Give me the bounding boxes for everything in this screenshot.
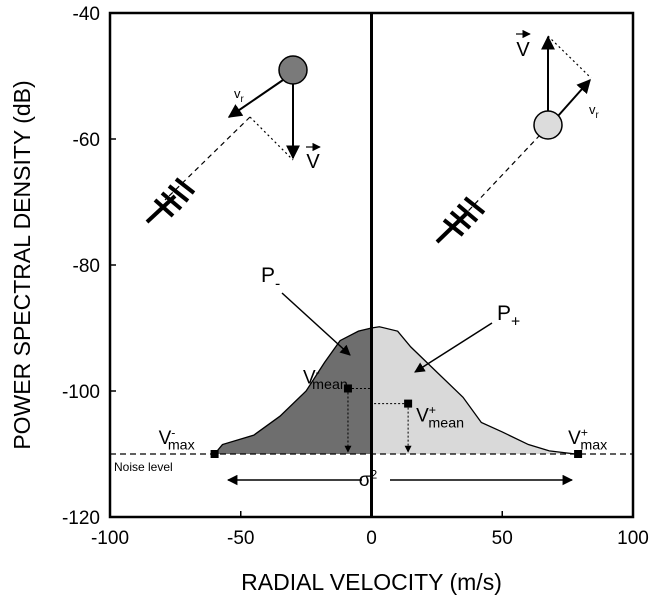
beam bbox=[164, 116, 251, 201]
y-tick-label: -120 bbox=[62, 508, 100, 529]
point-label-sub: max bbox=[580, 438, 607, 454]
point-label-sub: max bbox=[168, 438, 195, 454]
point-label: V+ max bbox=[568, 425, 607, 453]
y-tick-label: -40 bbox=[73, 4, 100, 25]
velocity-label: V bbox=[516, 39, 530, 61]
point-label-sup: - bbox=[171, 425, 175, 439]
beam bbox=[454, 134, 541, 226]
x-tick-label: -100 bbox=[91, 528, 129, 549]
x-axis-title: RADIAL VELOCITY (m/s) bbox=[241, 569, 502, 595]
spread-label-base: σ bbox=[359, 470, 371, 491]
point-label-base: V bbox=[303, 367, 316, 388]
point-label-sub: mean bbox=[428, 415, 464, 431]
point-marker bbox=[210, 450, 219, 458]
radial-arrow bbox=[227, 79, 284, 118]
antenna bbox=[435, 196, 486, 244]
y-tick-label: -80 bbox=[73, 256, 100, 277]
radial-label-base: v bbox=[589, 102, 596, 117]
y-tick-label: -60 bbox=[73, 130, 100, 151]
point-marker bbox=[404, 399, 413, 408]
plot-area bbox=[110, 13, 633, 517]
point-label: V-mean bbox=[303, 365, 348, 393]
point-label-sup: + bbox=[429, 403, 436, 417]
velocity-label: V bbox=[306, 151, 320, 173]
p-plus-arrow bbox=[414, 322, 493, 373]
projection bbox=[249, 116, 294, 161]
x-tick-label: -50 bbox=[227, 528, 254, 549]
p-minus-label: P- bbox=[261, 264, 280, 292]
radial-label-sub: r bbox=[596, 110, 600, 121]
point-label-sup: + bbox=[581, 425, 588, 439]
projection bbox=[547, 35, 592, 79]
point-marker bbox=[343, 384, 352, 393]
antenna bbox=[145, 177, 196, 224]
x-tick-label: 50 bbox=[492, 528, 513, 549]
radial-arrow bbox=[557, 78, 591, 117]
x-tick-label: 0 bbox=[366, 528, 377, 549]
point-label-sub: mean bbox=[312, 377, 348, 393]
y-tick-label: -100 bbox=[62, 382, 100, 403]
noise-label: Noise level bbox=[114, 460, 173, 474]
target bbox=[278, 55, 308, 85]
point-label: V-max bbox=[159, 425, 195, 453]
p-plus-label: P+ bbox=[497, 302, 520, 330]
point-label-sup: - bbox=[316, 365, 320, 379]
p-plus-label-sub: + bbox=[511, 313, 520, 330]
point-label-base: V bbox=[416, 406, 429, 427]
point-marker bbox=[574, 450, 583, 458]
positive-area bbox=[371, 326, 576, 454]
spectrum-line bbox=[214, 326, 576, 455]
radial-label-base: v bbox=[234, 86, 241, 101]
spread-label-sup: 2 bbox=[370, 467, 377, 481]
negative-area bbox=[214, 328, 372, 454]
radial-label: vr bbox=[234, 86, 245, 105]
target bbox=[533, 110, 563, 140]
p-minus-label-sub: - bbox=[275, 275, 280, 292]
point-label: V+ mean bbox=[416, 403, 464, 431]
p-plus-label-base: P bbox=[497, 302, 511, 325]
left-icon bbox=[145, 55, 308, 224]
p-minus-label-base: P bbox=[261, 264, 275, 287]
spread-label: σ2 bbox=[359, 467, 378, 491]
radial-label-sub: r bbox=[241, 94, 245, 105]
y-axis-title: POWER SPECTRAL DENSITY (dB) bbox=[9, 80, 35, 449]
point-label-base: V bbox=[568, 428, 581, 449]
right-icon bbox=[435, 35, 592, 244]
point-label-base: V bbox=[159, 428, 172, 449]
radial-label: vr bbox=[589, 102, 600, 121]
x-tick-label: 100 bbox=[617, 528, 649, 549]
p-minus-arrow bbox=[281, 292, 351, 356]
